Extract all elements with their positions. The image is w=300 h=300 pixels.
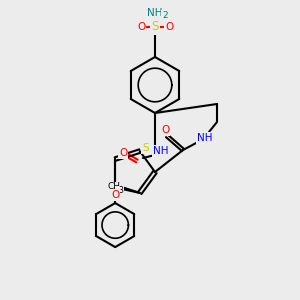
- Text: 2: 2: [162, 11, 168, 20]
- Text: O: O: [165, 22, 173, 32]
- Text: O: O: [137, 22, 145, 32]
- Text: NH: NH: [197, 133, 213, 143]
- Text: CH: CH: [107, 182, 120, 191]
- Text: O: O: [161, 125, 169, 135]
- Text: O: O: [111, 190, 119, 200]
- Text: N: N: [105, 184, 113, 194]
- Text: 3: 3: [118, 186, 123, 195]
- Text: NH: NH: [147, 8, 163, 18]
- Text: NH: NH: [153, 146, 169, 156]
- Text: S: S: [151, 20, 159, 34]
- Text: S: S: [142, 143, 149, 153]
- Text: O: O: [119, 148, 127, 158]
